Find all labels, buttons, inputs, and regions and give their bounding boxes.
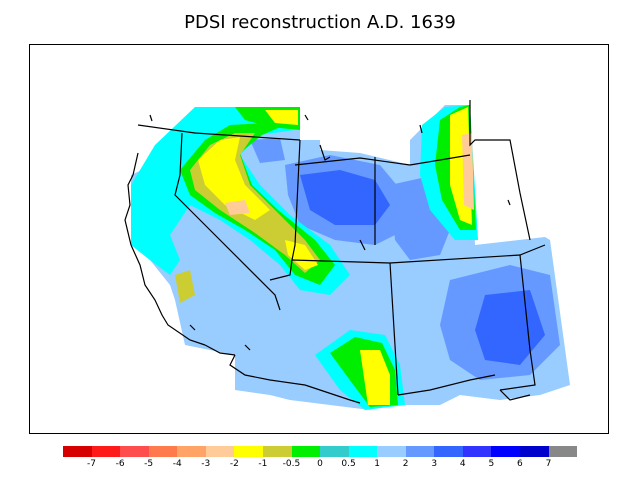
- legend-label: -5: [144, 459, 154, 469]
- legend-label: 7: [545, 459, 552, 469]
- dry-ridge-nw-yellow-2: [285, 240, 318, 270]
- legend-label: 3: [431, 459, 438, 469]
- legend-label: 0: [317, 459, 323, 469]
- map-title: PDSI reconstruction A.D. 1639: [184, 12, 456, 33]
- map-panel: [29, 44, 609, 434]
- legend-label: -1: [258, 459, 268, 469]
- wet-zone-southeast-core: [475, 290, 545, 365]
- legend-swatch: [520, 446, 549, 457]
- state-boundaries: [124, 100, 546, 404]
- dry-ne-peach: [462, 133, 474, 210]
- legend-swatch: [348, 446, 378, 457]
- wet-zone-north-core: [300, 170, 390, 225]
- dry-west-small: [175, 270, 195, 303]
- lake-marks: [149, 114, 511, 351]
- legend-swatch: [63, 446, 92, 457]
- legend-swatch: [491, 446, 520, 457]
- dry-south-yellow: [360, 350, 390, 405]
- legend-label: 1: [374, 459, 380, 469]
- wet-zone-nw-small: [250, 138, 285, 163]
- legend-swatch: [177, 446, 206, 457]
- legend-swatch: [148, 446, 178, 457]
- legend-label: 2: [402, 459, 409, 469]
- legend-swatch: [377, 446, 406, 457]
- legend-swatch: [205, 446, 235, 457]
- legend-label: -4: [172, 459, 182, 469]
- legend-label: -3: [201, 459, 211, 469]
- legend-label: -6: [115, 459, 125, 469]
- legend-labels: -7 -6 -5 -4 -3 -2 -1 -0.5 0 0.5 1 2 3 4 5 6 7: [63, 459, 577, 473]
- legend-label: -2: [229, 459, 239, 469]
- legend-swatch: [320, 446, 349, 457]
- dry-north-band-yellow: [265, 110, 298, 125]
- legend-label: 6: [517, 459, 523, 469]
- legend-swatch: [91, 446, 121, 457]
- dry-ridge-nw-yellow: [198, 137, 270, 220]
- legend-label: -0.5: [282, 459, 301, 469]
- legend-swatch: [462, 446, 492, 457]
- pdsi-map: [124, 100, 570, 410]
- legend-swatch: [291, 446, 321, 457]
- legend-swatch: [120, 446, 149, 457]
- legend-swatch: [434, 446, 463, 457]
- color-legend: [63, 446, 578, 457]
- legend-label: 5: [488, 459, 495, 469]
- legend-label: -7: [87, 459, 97, 469]
- dry-peach-spot: [225, 200, 250, 215]
- legend-swatch: [405, 446, 435, 457]
- legend-label: 0.5: [341, 459, 356, 469]
- legend-swatch: [548, 446, 578, 457]
- legend-swatch: [262, 446, 292, 457]
- legend-swatch: [234, 446, 263, 457]
- legend-label: 4: [459, 459, 466, 469]
